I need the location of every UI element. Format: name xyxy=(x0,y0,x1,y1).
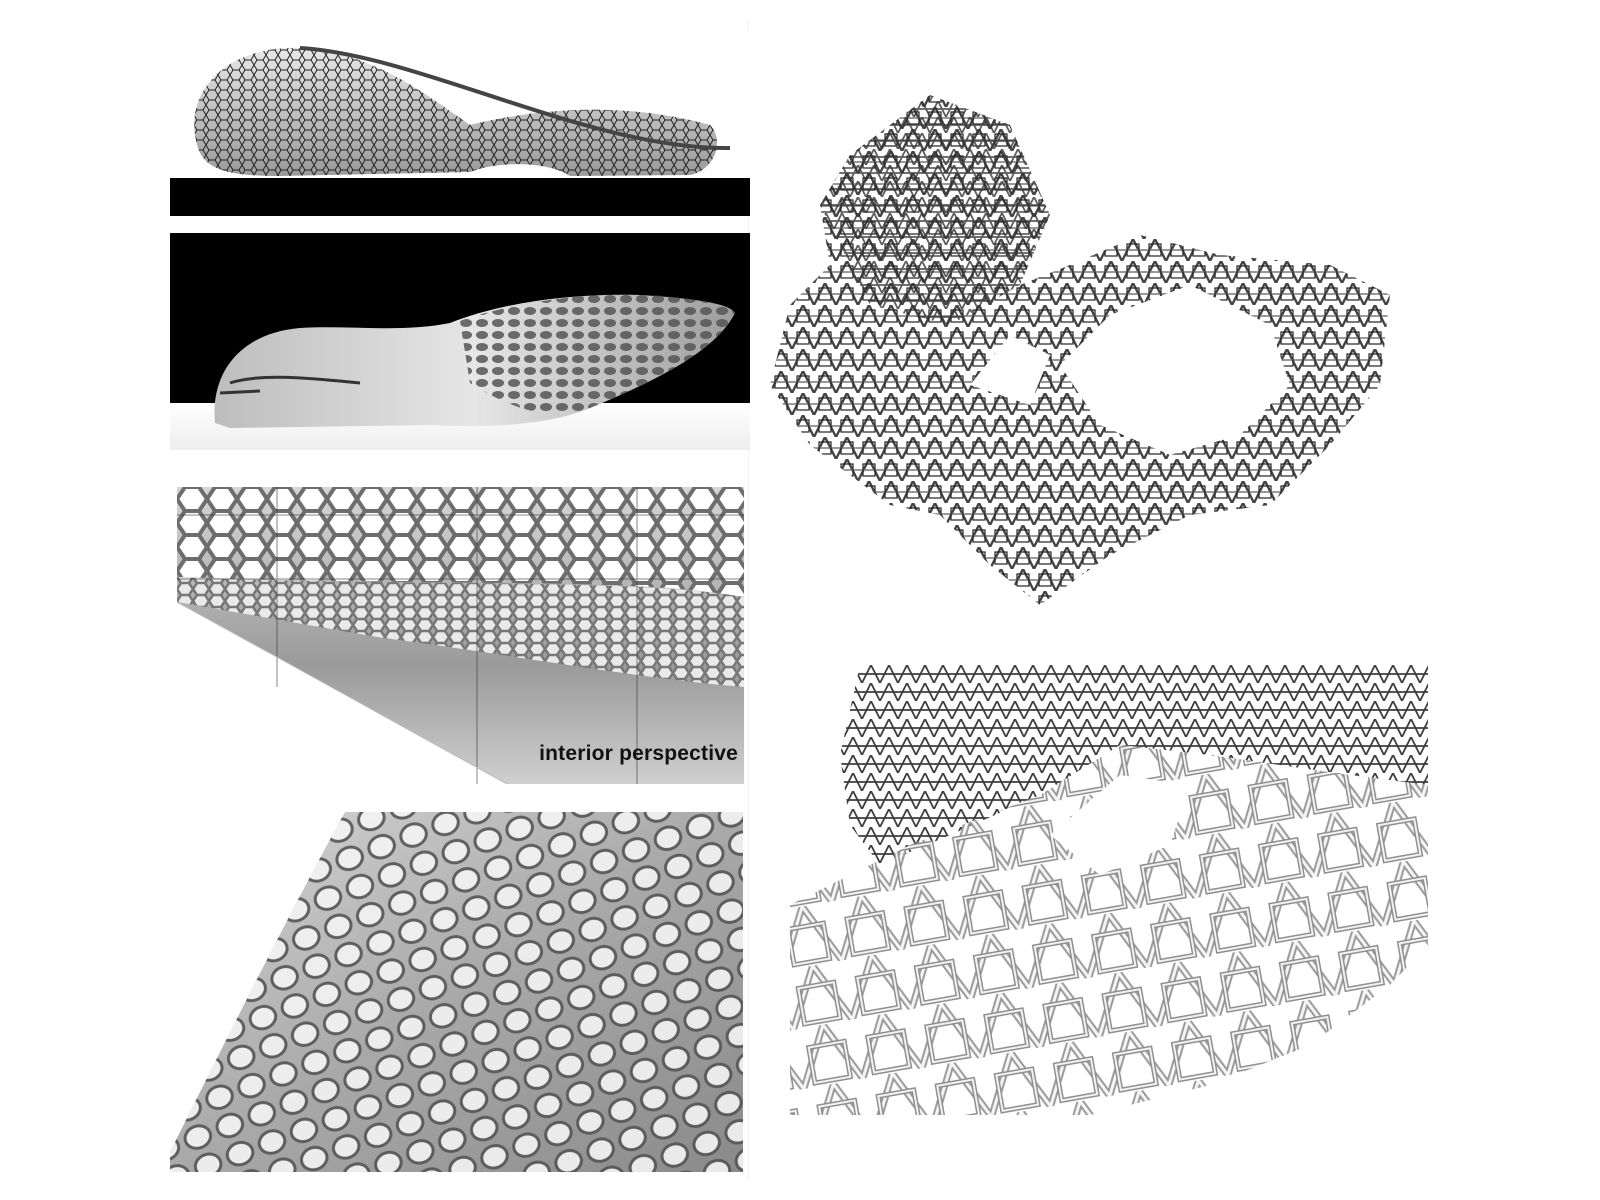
perspective-render-panel xyxy=(170,233,750,450)
perspective-render xyxy=(170,233,750,450)
lattice-detail-panel xyxy=(790,665,1428,1115)
facade-closeup-render xyxy=(170,812,743,1172)
elevation-render-panel xyxy=(170,30,750,216)
lattice-detail-render xyxy=(790,665,1428,1115)
interior-perspective-render xyxy=(177,487,744,784)
elevation-render xyxy=(170,30,750,216)
lattice-structure-panel xyxy=(770,85,1420,640)
lattice-structure-render xyxy=(770,85,1420,640)
interior-perspective-caption: interior perspective xyxy=(539,742,738,765)
divider-line xyxy=(748,20,749,1180)
facade-closeup-panel xyxy=(170,812,743,1172)
interior-perspective-panel: interior perspective xyxy=(177,487,744,784)
